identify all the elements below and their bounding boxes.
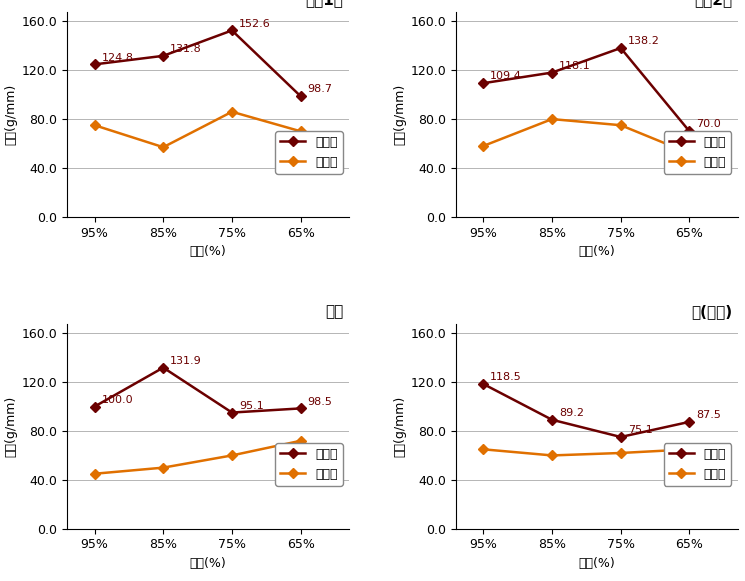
Text: 75.1: 75.1 bbox=[627, 425, 653, 435]
Text: 131.9: 131.9 bbox=[170, 356, 202, 366]
갓경도 bbox=[479, 142, 488, 149]
Text: 70.0: 70.0 bbox=[697, 120, 721, 130]
대경도 bbox=[685, 128, 694, 135]
Text: 100.0: 100.0 bbox=[101, 394, 133, 405]
Text: 131.8: 131.8 bbox=[170, 44, 202, 54]
Text: 118.1: 118.1 bbox=[559, 61, 591, 71]
Line: 대경도: 대경도 bbox=[91, 364, 304, 416]
X-axis label: 습도(%): 습도(%) bbox=[189, 557, 226, 570]
대경도 bbox=[90, 403, 99, 410]
Legend: 대경도, 갓경도: 대경도, 갓경도 bbox=[664, 131, 732, 174]
Legend: 대경도, 갓경도: 대경도, 갓경도 bbox=[275, 443, 343, 486]
Text: 118.5: 118.5 bbox=[490, 372, 522, 382]
갓경도 bbox=[90, 470, 99, 477]
대경도 bbox=[159, 364, 168, 371]
대경도 bbox=[227, 409, 236, 416]
대경도 bbox=[479, 80, 488, 87]
Text: 팩이2호: 팩이2호 bbox=[694, 0, 732, 8]
Text: 89.2: 89.2 bbox=[559, 408, 584, 418]
Text: 팩(진주): 팩(진주) bbox=[691, 304, 732, 320]
Text: 98.5: 98.5 bbox=[308, 397, 332, 407]
Line: 갓경도: 갓경도 bbox=[480, 446, 693, 459]
Line: 갓경도: 갓경도 bbox=[480, 116, 693, 157]
Line: 대경도: 대경도 bbox=[480, 381, 693, 440]
X-axis label: 습도(%): 습도(%) bbox=[578, 557, 615, 570]
Legend: 대경도, 갓경도: 대경도, 갓경도 bbox=[275, 131, 343, 174]
갓경도 bbox=[548, 452, 557, 459]
대경도 bbox=[616, 45, 625, 52]
Text: 87.5: 87.5 bbox=[697, 410, 721, 420]
대경도 bbox=[548, 69, 557, 76]
X-axis label: 습도(%): 습도(%) bbox=[189, 245, 226, 258]
갓경도 bbox=[90, 122, 99, 129]
Y-axis label: 경도(g/mm): 경도(g/mm) bbox=[4, 84, 17, 145]
갓경도 bbox=[297, 128, 305, 135]
대경도 bbox=[685, 418, 694, 425]
갓경도 bbox=[616, 122, 625, 129]
갓경도 bbox=[227, 108, 236, 115]
Line: 갓경도: 갓경도 bbox=[91, 437, 304, 477]
Legend: 대경도, 갓경도: 대경도, 갓경도 bbox=[664, 443, 732, 486]
대경도 bbox=[548, 416, 557, 423]
Line: 대경도: 대경도 bbox=[91, 27, 304, 100]
대경도 bbox=[479, 381, 488, 388]
갓경도 bbox=[685, 150, 694, 157]
Y-axis label: 경도(g/mm): 경도(g/mm) bbox=[393, 396, 406, 457]
갓경도 bbox=[685, 446, 694, 453]
Line: 갓경도: 갓경도 bbox=[91, 108, 304, 150]
갓경도 bbox=[616, 450, 625, 457]
Line: 대경도: 대경도 bbox=[480, 45, 693, 135]
Text: 109.4: 109.4 bbox=[490, 71, 522, 81]
Y-axis label: 경도(g/mm): 경도(g/mm) bbox=[4, 396, 17, 457]
대경도 bbox=[90, 61, 99, 68]
갓경도 bbox=[297, 437, 305, 444]
대경도 bbox=[227, 27, 236, 34]
대경도 bbox=[616, 433, 625, 440]
갓경도 bbox=[159, 464, 168, 471]
Text: 152.6: 152.6 bbox=[239, 19, 270, 28]
대경도 bbox=[159, 52, 168, 59]
갓경도 bbox=[227, 452, 236, 459]
Text: 124.8: 124.8 bbox=[101, 52, 133, 63]
Text: 138.2: 138.2 bbox=[627, 36, 659, 46]
갓경도 bbox=[159, 144, 168, 150]
Text: 팩이1호: 팩이1호 bbox=[305, 0, 343, 8]
Text: 98.7: 98.7 bbox=[308, 84, 332, 95]
갓경도 bbox=[479, 446, 488, 453]
X-axis label: 습도(%): 습도(%) bbox=[578, 245, 615, 258]
대경도 bbox=[297, 405, 305, 412]
Text: 95.1: 95.1 bbox=[239, 401, 264, 411]
Y-axis label: 경도(g/mm): 경도(g/mm) bbox=[393, 84, 406, 145]
갓경도 bbox=[548, 116, 557, 123]
Text: 백로: 백로 bbox=[325, 304, 343, 320]
대경도 bbox=[297, 93, 305, 100]
